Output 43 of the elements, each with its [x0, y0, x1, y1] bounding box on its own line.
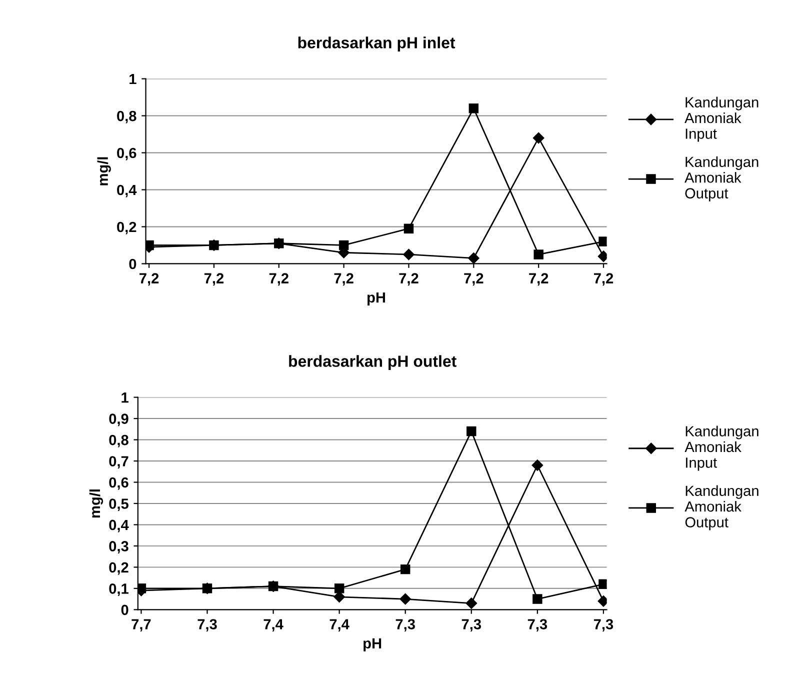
x-tick-label: 7,2 — [399, 273, 418, 286]
y-tick-label: 0 — [129, 258, 136, 270]
x-tick-label: 7,2 — [334, 273, 354, 286]
legend-label: Kandungan Amoniak Input — [684, 96, 758, 142]
y-tick-label: 0,4 — [109, 520, 129, 532]
y-axis-title: mg/l — [97, 157, 111, 186]
x-axis-title: pH — [368, 292, 386, 306]
x-tick-label: 7,2 — [269, 273, 288, 286]
y-tick-label: 0,5 — [109, 498, 128, 512]
x-tick-label: 7,3 — [594, 619, 614, 632]
x-tick-label: 7,4 — [330, 619, 350, 632]
x-tick-label: 7,3 — [198, 619, 217, 632]
x-tick-label: 7,2 — [594, 273, 614, 286]
y-tick-label: 1 — [122, 392, 128, 403]
x-tick-label: 7,2 — [204, 273, 224, 286]
y-tick-label: 0,8 — [117, 110, 136, 124]
y-tick-label: 0,2 — [109, 562, 128, 575]
y-tick-label: 0,2 — [117, 222, 136, 234]
y-tick-label: 0 — [121, 604, 128, 616]
x-tick-label: 7,3 — [462, 619, 481, 632]
x-tick-label: 7,2 — [529, 273, 548, 286]
y-tick-label: 1 — [130, 74, 136, 84]
x-tick-label: 7,4 — [264, 619, 284, 632]
y-tick-label: 0,4 — [117, 184, 137, 198]
y-tick-label: 0,3 — [109, 541, 128, 554]
x-tick-label: 7,2 — [140, 273, 159, 286]
y-tick-label: 0,6 — [117, 148, 136, 160]
x-tick-label: 7,7 — [132, 619, 151, 632]
chart-title: berdasarkan pH outlet — [289, 355, 456, 370]
x-tick-label: 7,2 — [464, 273, 484, 286]
y-axis-title: mg/l — [89, 490, 104, 518]
chart-title: berdasarkan pH inlet — [298, 36, 456, 52]
y-tick-label: 0,9 — [109, 414, 128, 426]
y-tick-label: 0,1 — [109, 584, 128, 596]
legend-label: Kandungan Amoniak Input — [684, 426, 758, 471]
legend-label: Kandungan Amoniak Output — [684, 485, 758, 530]
y-tick-label: 0,8 — [109, 434, 128, 448]
y-tick-label: 0,7 — [109, 456, 128, 469]
x-tick-label: 7,3 — [528, 619, 548, 632]
y-tick-label: 0,6 — [109, 477, 128, 490]
legend-label: Kandungan Amoniak Output — [684, 156, 758, 202]
x-tick-label: 7,3 — [396, 619, 415, 632]
x-axis-title: pH — [364, 638, 382, 652]
